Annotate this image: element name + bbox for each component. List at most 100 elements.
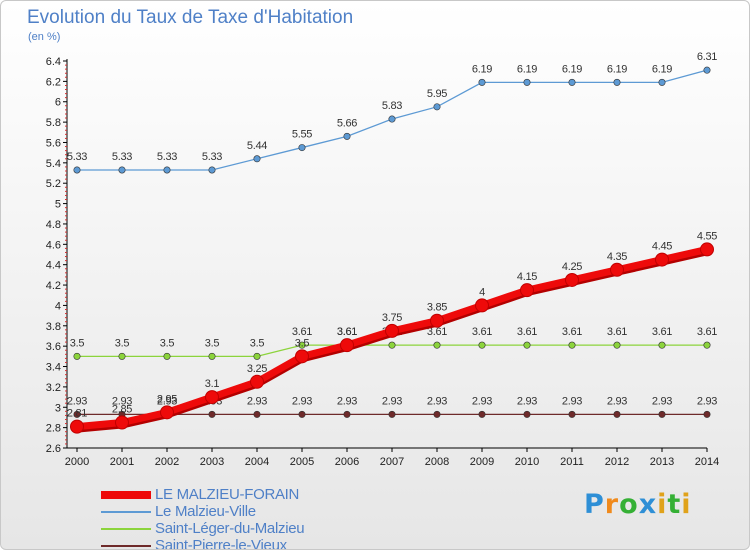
- data-label: 2.93: [382, 395, 402, 407]
- x-tick-label: 2008: [425, 456, 449, 468]
- y-tick-label: 6: [55, 97, 61, 109]
- x-tick-label: 2011: [560, 456, 584, 468]
- data-label: 2.93: [157, 395, 177, 407]
- data-point: [478, 341, 486, 349]
- data-label: 4: [479, 286, 485, 298]
- data-label: 5.83: [382, 100, 402, 112]
- data-point: [520, 283, 534, 298]
- data-point: [388, 341, 396, 349]
- data-point: [658, 341, 666, 349]
- data-point: [613, 341, 621, 349]
- x-tick-label: 2004: [245, 456, 269, 468]
- x-tick-label: 2000: [65, 456, 89, 468]
- data-point: [700, 242, 714, 257]
- y-axis-unit: (en %): [28, 31, 61, 43]
- legend-label: Saint-Pierre-le-Vieux: [155, 537, 287, 550]
- y-tick-label: 5.2: [46, 178, 61, 190]
- data-point: [613, 410, 621, 418]
- data-label: 2.93: [562, 395, 582, 407]
- y-tick-label: 3.8: [46, 321, 61, 333]
- legend-label: Saint-Léger-du-Malzieu: [155, 520, 305, 537]
- series-saint-l-ger-du-malzieu: 3.5 3.5 3.5 3.5 3.53.61 3.61 3.61 3.61 3.61 3.61 3…: [70, 326, 718, 360]
- logo-letter: i: [657, 489, 668, 520]
- y-tick-label: 5: [55, 199, 61, 211]
- data-point: [568, 78, 576, 86]
- data-label: 5.66: [337, 117, 357, 129]
- data-label: 3.5: [115, 337, 130, 349]
- data-label: 5.95: [427, 88, 447, 100]
- data-label: 4.15: [517, 271, 537, 283]
- y-tick-label: 4.6: [46, 239, 61, 251]
- data-label: 5.33: [67, 151, 87, 163]
- x-tick-label: 2002: [155, 456, 179, 468]
- data-point: [73, 352, 81, 360]
- data-point: [160, 405, 174, 420]
- y-tick-label: 6.2: [46, 76, 61, 88]
- data-point: [430, 313, 444, 328]
- data-point: [118, 352, 126, 360]
- data-label: 6.19: [517, 63, 537, 75]
- data-label: 2.93: [112, 395, 132, 407]
- legend-label: LE MALZIEU-FORAIN: [155, 486, 300, 503]
- data-point: [433, 341, 441, 349]
- data-label: 2.93: [472, 395, 492, 407]
- data-label: 3.61: [292, 326, 312, 338]
- data-label: 3.61: [562, 326, 582, 338]
- x-tick-label: 2014: [695, 456, 719, 468]
- y-tick-label: 6.4: [46, 56, 61, 68]
- data-point: [253, 352, 261, 360]
- data-point: [610, 262, 624, 277]
- data-label: 3.61: [607, 326, 627, 338]
- data-point: [163, 166, 171, 174]
- data-label: 2.93: [247, 395, 267, 407]
- data-point: [385, 323, 399, 338]
- logo-letter: o: [619, 489, 639, 520]
- x-tick-label: 2013: [650, 456, 674, 468]
- data-point: [433, 103, 441, 111]
- logo-letter: t: [667, 489, 682, 520]
- data-label: 2.93: [652, 395, 672, 407]
- data-label: 2.93: [292, 395, 312, 407]
- y-tick-label: 3: [55, 402, 61, 414]
- data-label: 5.33: [202, 151, 222, 163]
- data-point: [433, 410, 441, 418]
- data-label: 3.5: [70, 337, 85, 349]
- data-label: 4.25: [562, 261, 582, 273]
- data-point: [163, 352, 171, 360]
- data-point: [208, 352, 216, 360]
- x-tick-label: 2006: [335, 456, 359, 468]
- data-point: [475, 298, 489, 313]
- legend-swatch: [101, 545, 151, 547]
- data-point: [565, 272, 579, 287]
- data-point: [478, 78, 486, 86]
- data-point: [388, 410, 396, 418]
- data-point: [478, 410, 486, 418]
- data-label: 2.95: [157, 393, 177, 405]
- data-point: [208, 166, 216, 174]
- data-label: 2.85: [112, 404, 132, 416]
- data-label: 5.55: [292, 129, 312, 141]
- data-label: 2.93: [517, 395, 537, 407]
- data-label: 3.85: [427, 302, 447, 314]
- data-label: 6.19: [652, 63, 672, 75]
- data-point: [340, 338, 354, 353]
- chart-title: Evolution du Taux de Taxe d'Habitation: [27, 7, 354, 28]
- data-label: 2.81: [67, 408, 87, 420]
- x-tick-label: 2003: [200, 456, 224, 468]
- logo-letter: r: [604, 489, 620, 520]
- y-tick-label: 2.6: [46, 443, 61, 455]
- x-tick-label: 2010: [515, 456, 539, 468]
- logo-letter: x: [638, 489, 658, 520]
- data-label: 3.61: [652, 326, 672, 338]
- data-label: 3.5: [250, 337, 265, 349]
- data-label: 3.5: [205, 337, 220, 349]
- data-label: 5.33: [157, 151, 177, 163]
- logo-letter: i: [681, 489, 692, 520]
- data-point: [523, 341, 531, 349]
- legend-label: Le Malzieu-Ville: [155, 503, 256, 520]
- data-label: 5.44: [247, 140, 267, 152]
- series-le-malzieu-forain: 2.81 2.852.953.13.253.53.613.753.8544.154…: [67, 230, 718, 434]
- x-tick-label: 2001: [110, 456, 134, 468]
- data-label: 3.75: [382, 312, 402, 324]
- logo-letter: P: [584, 489, 605, 520]
